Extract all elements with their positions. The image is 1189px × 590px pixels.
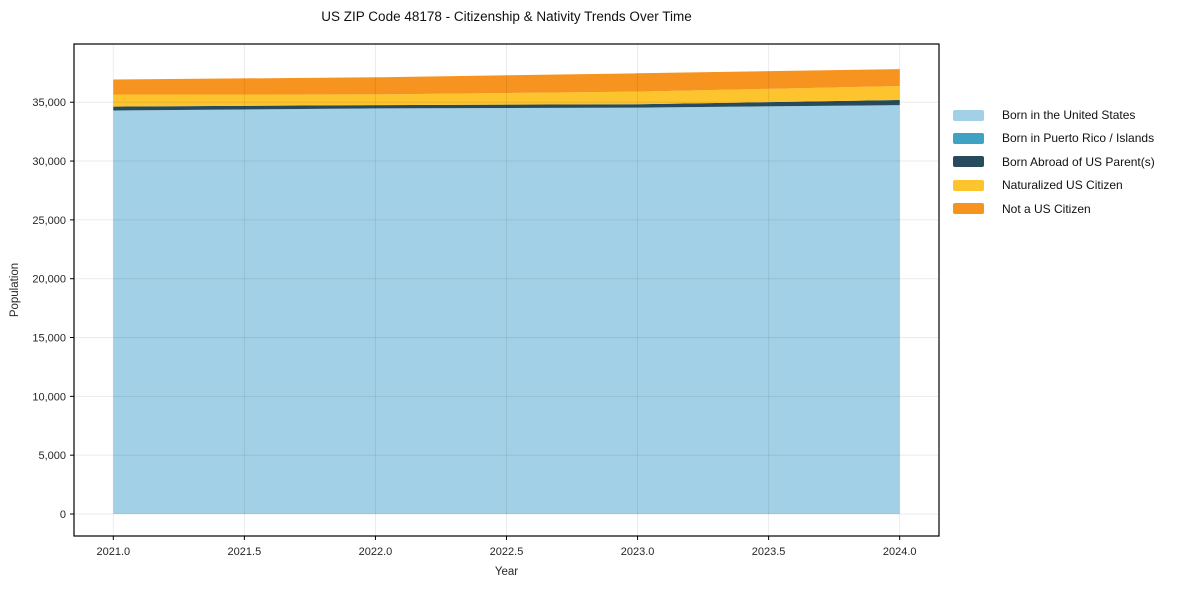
legend-item-2: Born Abroad of US Parent(s): [953, 155, 1155, 169]
x-tick-label: 2024.0: [883, 546, 917, 558]
y-tick-label: 20,000: [32, 274, 66, 286]
chart-title: US ZIP Code 48178 - Citizenship & Nativi…: [321, 9, 692, 24]
legend-swatch: [953, 109, 984, 121]
legend-item-1: Born in Puerto Rico / Islands: [953, 131, 1155, 145]
legend-item-0: Born in the United States: [953, 108, 1155, 122]
y-tick-label: 15,000: [32, 333, 66, 345]
y-tick-label: 0: [60, 509, 66, 521]
area-series-0: [113, 105, 900, 514]
gridline-group: [74, 44, 939, 536]
x-tick-label: 2023.0: [621, 546, 655, 558]
y-tick-label: 25,000: [32, 215, 66, 227]
y-tick-label: 5,000: [38, 450, 66, 462]
x-tick-label: 2021.0: [96, 546, 130, 558]
legend-swatch: [953, 132, 984, 144]
legend-label: Naturalized US Citizen: [1002, 178, 1123, 193]
legend-item-4: Not a US Citizen: [953, 202, 1155, 216]
legend-swatch: [953, 156, 984, 168]
y-tick-label: 35,000: [32, 97, 66, 109]
x-tick-label: 2022.0: [359, 546, 393, 558]
area-series-group: [113, 69, 900, 514]
x-axis: 2021.0 2021.5 2022.0 2022.5 2023.0 2023.5 2024…: [96, 536, 917, 558]
x-tick-label: 2021.5: [228, 546, 262, 558]
y-tick-label: 10,000: [32, 391, 66, 403]
x-tick-label: 2023.5: [752, 546, 786, 558]
area-series-2: [113, 100, 900, 111]
legend-swatch: [953, 203, 984, 215]
legend-label: Born in Puerto Rico / Islands: [1002, 131, 1155, 146]
legend: Born in the United States Born in Puerto …: [953, 108, 1155, 225]
x-tick-label: 2022.5: [490, 546, 524, 558]
legend-item-3: Naturalized US Citizen: [953, 178, 1155, 192]
x-axis-label: Year: [494, 566, 519, 578]
legend-swatch: [953, 179, 984, 191]
legend-label: Born in the United States: [1002, 108, 1136, 122]
legend-label: Born Abroad of US Parent(s): [1002, 154, 1155, 169]
y-tick-label: 30,000: [32, 156, 66, 168]
area-series-3: [113, 86, 900, 107]
y-axis: 0 5,000 10,000 15,000 20,000 25,000 30,000 35,0…: [32, 97, 74, 521]
legend-label: Not a US Citizen: [1002, 201, 1091, 216]
y-axis-label: Population: [9, 262, 21, 318]
area-series-4: [113, 69, 900, 95]
